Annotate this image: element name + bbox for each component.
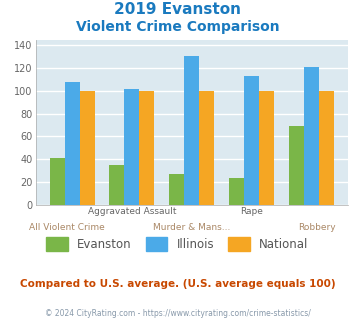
Bar (304, 67, 319, 205)
Bar (125, 88, 140, 205)
Bar (184, 55, 199, 205)
Bar (169, 174, 184, 205)
Bar (199, 91, 214, 205)
Bar (65, 82, 80, 205)
Bar (289, 126, 304, 205)
Bar (319, 91, 334, 205)
Bar (80, 91, 94, 205)
Legend: Evanston, Illinois, National: Evanston, Illinois, National (47, 237, 308, 251)
Bar (259, 91, 274, 205)
Text: Robbery: Robbery (298, 223, 335, 232)
Text: Murder & Mans...: Murder & Mans... (153, 223, 230, 232)
Bar (229, 179, 244, 205)
Bar (50, 158, 65, 205)
Bar (109, 165, 125, 205)
Text: Compared to U.S. average. (U.S. average equals 100): Compared to U.S. average. (U.S. average … (20, 279, 335, 289)
Text: Violent Crime Comparison: Violent Crime Comparison (76, 20, 279, 34)
Text: 2019 Evanston: 2019 Evanston (114, 2, 241, 16)
Text: © 2024 CityRating.com - https://www.cityrating.com/crime-statistics/: © 2024 CityRating.com - https://www.city… (45, 309, 310, 317)
Bar (140, 91, 154, 205)
Bar (244, 76, 259, 205)
Text: All Violent Crime: All Violent Crime (29, 223, 105, 232)
